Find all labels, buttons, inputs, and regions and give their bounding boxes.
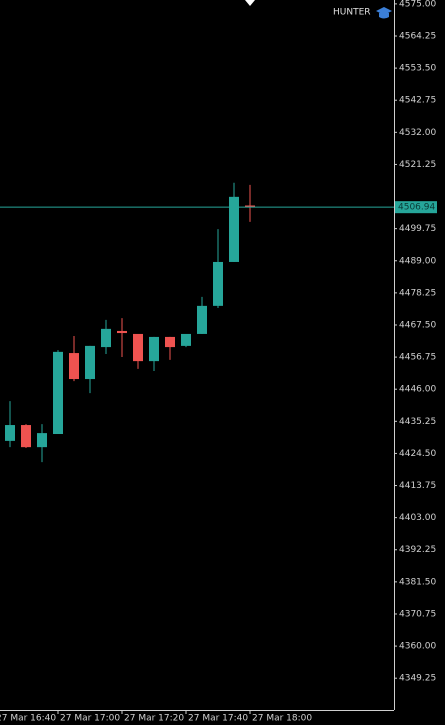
y-tick-label: 4413.75 — [399, 481, 436, 491]
candle-body — [85, 345, 95, 380]
y-tick-label: 4403.00 — [399, 513, 436, 523]
y-tick-label: 4564.25 — [399, 31, 436, 41]
candle-body — [245, 205, 255, 208]
y-tick-label: 4467.50 — [399, 320, 436, 330]
y-tick-label: 4478.25 — [399, 288, 436, 298]
y-tick-label: 4349.25 — [399, 674, 436, 684]
x-tick-label: 27 Mar 17:40 — [188, 714, 248, 724]
candle-body — [181, 333, 191, 346]
candle-body — [69, 353, 79, 380]
candle-body — [53, 351, 63, 435]
y-tick-label: 4435.25 — [399, 417, 436, 427]
y-tick-label: 4446.00 — [399, 385, 436, 395]
y-tick-label: 4532.00 — [399, 128, 436, 138]
brand-icon — [376, 7, 392, 19]
brand-label: HUNTER — [333, 8, 371, 18]
y-tick-label: 4424.50 — [399, 449, 436, 459]
candle-body — [21, 425, 31, 448]
candle-body — [165, 336, 175, 348]
candle-body — [5, 425, 15, 441]
y-tick-label: 4553.50 — [399, 64, 436, 74]
candle-body — [229, 196, 239, 262]
last-price-label: 4506.94 — [398, 203, 435, 213]
candle-body — [117, 330, 127, 334]
x-tick-label: 27 Mar 18:00 — [252, 714, 312, 724]
y-tick-label: 4370.75 — [399, 609, 436, 619]
last-price-box — [395, 201, 437, 214]
candle-body — [213, 261, 223, 306]
x-tick-label: 27 Mar 17:20 — [124, 714, 184, 724]
y-tick-label: 4489.00 — [399, 256, 436, 266]
y-tick-label: 4381.50 — [399, 577, 436, 587]
y-tick-label: 4360.00 — [399, 642, 436, 652]
y-tick-label: 4499.75 — [399, 224, 436, 234]
candle-body — [149, 336, 159, 362]
x-tick-label: 27 Mar 16:40 — [0, 714, 56, 724]
candle-body — [37, 433, 47, 448]
candle-body — [133, 333, 143, 362]
shift-marker — [245, 0, 255, 6]
x-tick-label: 27 Mar 17:00 — [60, 714, 120, 724]
y-tick-label: 4521.25 — [399, 160, 436, 170]
y-tick-label: 4575.00 — [399, 0, 436, 9]
candle-body — [101, 328, 111, 348]
candle-body — [197, 305, 207, 334]
y-tick-label: 4542.75 — [399, 96, 436, 106]
y-tick-label: 4456.75 — [399, 353, 436, 363]
y-tick-label: 4392.25 — [399, 545, 436, 555]
